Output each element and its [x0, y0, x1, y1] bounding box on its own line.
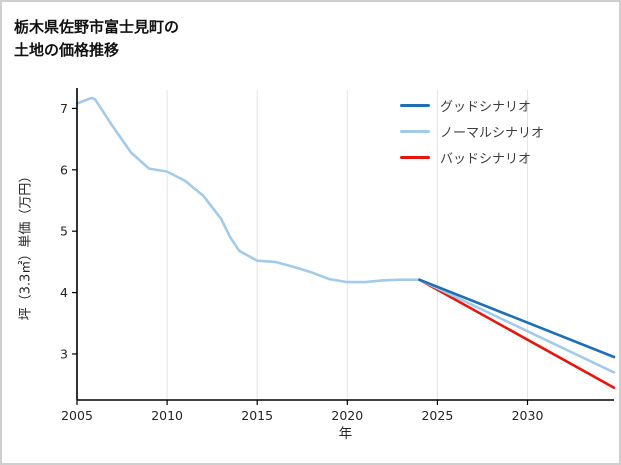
x-tick-label: 2030	[512, 408, 544, 423]
chart-title: 栃木県佐野市富士見町の 土地の価格推移	[14, 16, 179, 63]
series-line	[418, 278, 616, 359]
x-tick-label: 2020	[331, 408, 363, 423]
good-scenario-line-swatch	[400, 103, 430, 107]
y-tick-label: 3	[60, 346, 68, 361]
x-tick-label: 2010	[151, 408, 183, 423]
series-line	[418, 278, 616, 390]
y-tick-label: 4	[60, 285, 68, 300]
x-tick-label: 2025	[421, 408, 453, 423]
legend-item-bad-scenario: バッドシナリオ	[400, 144, 544, 170]
x-tick-label: 2015	[241, 408, 273, 423]
y-tick-label: 5	[60, 224, 68, 239]
normal-scenario-label: ノーマルシナリオ	[440, 125, 545, 141]
series-line	[75, 96, 421, 284]
legend-item-good-scenario: グッドシナリオ	[400, 92, 544, 118]
bad-scenario-label: バッドシナリオ	[440, 151, 532, 167]
series-line	[418, 278, 616, 374]
good-scenario-label: グッドシナリオ	[440, 99, 532, 115]
normal-scenario-line-swatch	[400, 129, 430, 133]
chart-title-line-2: 土地の価格推移	[14, 41, 120, 60]
bad-scenario-line-swatch	[400, 155, 430, 159]
legend-item-normal-scenario: ノーマルシナリオ	[400, 118, 544, 144]
y-tick-label: 7	[60, 101, 68, 116]
y-tick-label: 6	[60, 162, 68, 177]
chart-title-line-1: 栃木県佐野市富士見町の	[14, 18, 180, 36]
chart-legend: グッドシナリオ ノーマルシナリオ バッドシナリオ	[400, 92, 544, 170]
x-tick-label: 2005	[61, 408, 93, 423]
